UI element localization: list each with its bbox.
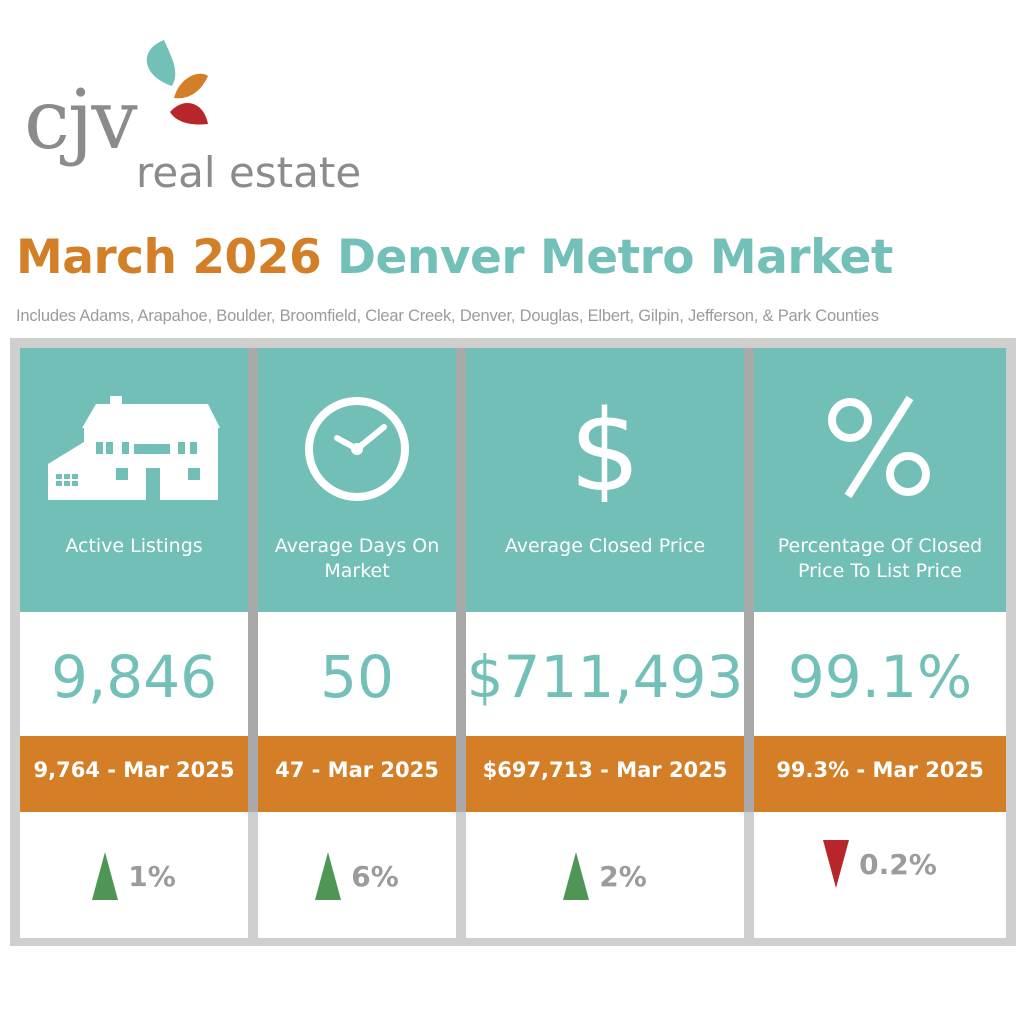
metric-label: Active Listings [65, 535, 203, 557]
column-divider [248, 348, 258, 812]
metric-column-active-listings: Active Listings 9,846 9,764 - Mar 2025 1… [20, 348, 248, 938]
previous-cell: 47 - Mar 2025 [258, 736, 456, 812]
change-row: 0.2% [754, 840, 1006, 888]
percent-icon [828, 395, 930, 499]
brand-logo: cjv real estate [20, 36, 400, 194]
counties-subtitle: Includes Adams, Arapahoe, Boulder, Broom… [16, 307, 879, 325]
house-icon [48, 396, 220, 500]
metric-change: 1% [128, 859, 176, 893]
dollar-icon: $ [570, 390, 640, 502]
value-cell: 99.1% [754, 612, 1006, 736]
metric-column-days-on-market: Average Days On Market 50 47 - Mar 2025 … [258, 348, 456, 938]
column-divider [744, 348, 754, 812]
metric-previous: 9,764 - Mar 2025 [33, 758, 235, 782]
up-triangle-icon [92, 852, 119, 900]
metric-value: 99.1% [787, 643, 973, 711]
change-row: 2% [466, 852, 744, 900]
metric-label: Average Days On Market [274, 535, 440, 582]
previous-cell: 99.3% - Mar 2025 [754, 736, 1006, 812]
metric-previous: $697,713 - Mar 2025 [482, 758, 728, 782]
change-cell: 2% [466, 812, 744, 938]
metric-header: Average Days On Market [258, 348, 456, 612]
change-cell: 6% [258, 812, 456, 938]
title-month: March 2026 [16, 230, 322, 285]
previous-cell: $697,713 - Mar 2025 [466, 736, 744, 812]
svg-text:$: $ [570, 390, 640, 502]
leaves-icon [146, 40, 208, 125]
metric-change: 6% [351, 859, 399, 893]
logo-cjv-text: cjv [24, 73, 138, 168]
metric-label: Percentage Of Closed Price To List Price [777, 535, 983, 582]
title-market: Denver Metro Market [337, 230, 893, 285]
change-cell: 0.2% [754, 812, 1006, 938]
metric-change: 2% [599, 859, 647, 893]
metric-change: 0.2% [859, 847, 937, 881]
metric-header: Active Listings [20, 348, 248, 612]
change-row: 6% [258, 852, 456, 900]
metric-previous: 99.3% - Mar 2025 [776, 758, 984, 782]
up-triangle-icon [563, 852, 590, 900]
metric-value: 50 [320, 643, 394, 711]
metric-previous: 47 - Mar 2025 [275, 758, 439, 782]
previous-cell: 9,764 - Mar 2025 [20, 736, 248, 812]
metric-value: 9,846 [50, 643, 218, 711]
metric-value: $711,493 [466, 643, 744, 711]
value-cell: $711,493 [466, 612, 744, 736]
page-title: March 2026 Denver Metro Market [16, 234, 893, 281]
metric-column-closed-price: $ Average Closed Price $711,493 $697,713… [466, 348, 744, 938]
column-divider [456, 348, 466, 812]
metric-header: $ Average Closed Price [466, 348, 744, 612]
logo-real-estate-text: real estate [136, 148, 362, 197]
up-triangle-icon [315, 852, 342, 900]
down-triangle-icon [823, 840, 850, 888]
change-cell: 1% [20, 812, 248, 938]
metric-header: Percentage Of Closed Price To List Price [754, 348, 1006, 612]
metric-column-price-ratio: Percentage Of Closed Price To List Price… [754, 348, 1006, 938]
value-cell: 9,846 [20, 612, 248, 736]
change-row: 1% [20, 852, 248, 900]
metric-label: Average Closed Price [504, 535, 706, 557]
clock-icon [305, 397, 409, 501]
value-cell: 50 [258, 612, 456, 736]
